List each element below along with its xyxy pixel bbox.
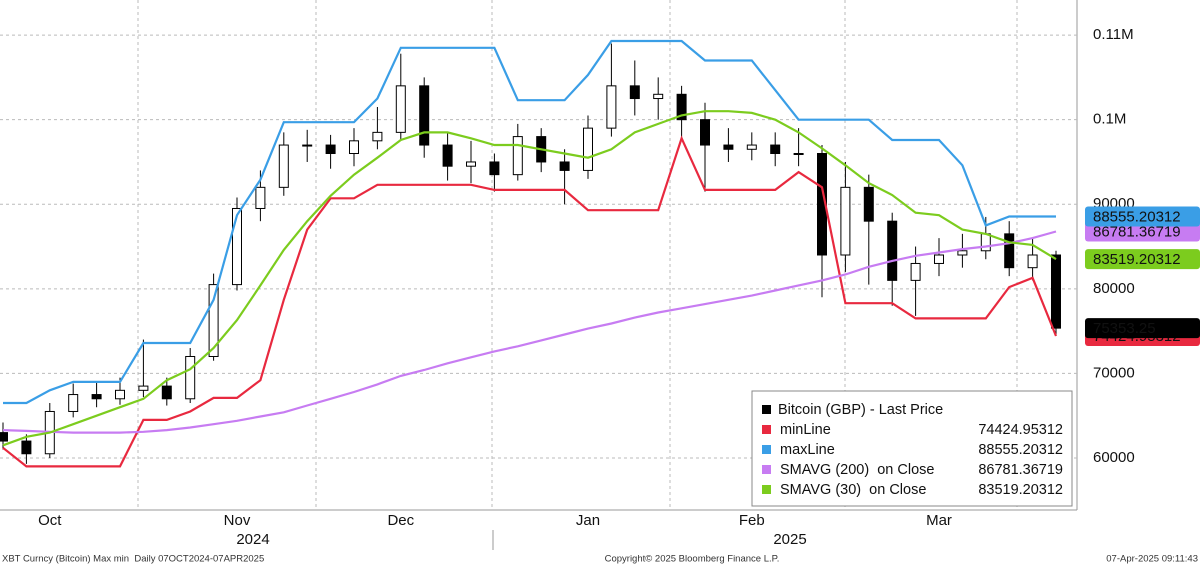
candle-body <box>676 93 687 121</box>
candle-body <box>278 144 289 188</box>
candle-body <box>115 389 125 400</box>
year-label: 2025 <box>773 531 806 548</box>
candle-body <box>980 233 991 252</box>
candle-body <box>700 119 710 146</box>
candle-body <box>302 144 313 147</box>
legend-label: SMAVG (200) on Close <box>780 462 934 478</box>
footer-center: Copyright© 2025 Bloomberg Finance L.P. <box>605 554 780 565</box>
value-tag <box>1085 221 1200 242</box>
value-tag-label: 75353.25 <box>1093 320 1156 337</box>
value-tag <box>1085 318 1200 339</box>
candle-body <box>442 144 453 167</box>
legend-value: 74424.95312 <box>978 422 1063 438</box>
value-tag <box>1085 249 1200 270</box>
legend: Bitcoin (GBP) - Last Price minLine 74424.9… <box>751 390 1073 507</box>
candle-body <box>208 284 219 357</box>
candle-body <box>372 131 383 142</box>
candle-body <box>770 144 781 155</box>
y-tick-label: 60000 <box>1093 449 1135 466</box>
legend-label: maxLine <box>780 442 835 458</box>
candle-body <box>466 161 476 167</box>
legend-swatch <box>762 465 771 474</box>
candle-body <box>1004 233 1015 269</box>
candle-body <box>1027 254 1038 269</box>
candle-body <box>887 220 898 281</box>
candle-body <box>138 385 149 391</box>
value-tag-label: 88555.20312 <box>1093 208 1181 225</box>
legend-swatch <box>762 425 771 434</box>
candle-body <box>863 186 874 222</box>
candle-body <box>255 186 266 209</box>
legend-label: minLine <box>780 422 831 438</box>
candle-body <box>512 136 523 176</box>
candle-body <box>910 262 921 281</box>
candle-body <box>0 432 8 442</box>
legend-swatch <box>762 405 771 414</box>
candle-body <box>793 153 804 156</box>
line-series <box>2 110 1057 447</box>
candle-body <box>1051 254 1061 329</box>
candle-body <box>395 85 406 133</box>
line-series <box>2 230 1057 434</box>
value-tag <box>1085 206 1200 227</box>
legend-label: SMAVG (30) on Close <box>780 482 926 498</box>
candle-body <box>161 385 172 400</box>
line-series <box>2 135 1058 468</box>
candle-body <box>489 161 500 176</box>
candle-body <box>68 394 79 412</box>
y-tick-label: 0.11M <box>1093 26 1134 43</box>
candle-body <box>723 144 734 150</box>
footer-right: 07-Apr-2025 09:11:43 <box>1106 554 1198 565</box>
legend-swatch <box>762 445 771 454</box>
candle-body <box>185 355 196 400</box>
x-tick-label: Nov <box>224 512 251 529</box>
year-label: 2024 <box>236 531 269 548</box>
legend-value: 86781.36719 <box>978 462 1063 478</box>
x-tick-label: Dec <box>387 512 414 529</box>
footer-left: XBT Curncy (Bitcoin) Max min Daily 07OCT… <box>2 554 264 565</box>
line-series <box>3 39 1056 405</box>
x-tick-label: Oct <box>38 512 62 529</box>
candle-body <box>653 93 664 100</box>
candle-body <box>91 394 102 400</box>
candle-body <box>232 207 242 286</box>
legend-swatch <box>762 485 771 494</box>
value-tag-label: 86781.36719 <box>1093 223 1181 240</box>
legend-value: 88555.20312 <box>978 442 1063 458</box>
candle-body <box>325 144 336 155</box>
legend-box <box>751 390 1073 507</box>
candle-body <box>746 144 757 150</box>
y-tick-label: 0.1M <box>1093 111 1126 128</box>
x-tick-label: Mar <box>926 512 952 529</box>
candle-body <box>559 161 570 171</box>
candle-body <box>629 85 640 100</box>
value-tag-label: 83519.20312 <box>1093 251 1181 268</box>
candle-body <box>606 85 617 129</box>
x-tick-label: Jan <box>576 512 600 529</box>
candle-body <box>583 127 593 171</box>
candle-body <box>419 85 430 146</box>
candle-body <box>934 254 944 264</box>
candle-body <box>21 440 32 455</box>
legend-label: Bitcoin (GBP) - Last Price <box>778 402 943 418</box>
x-tick-label: Feb <box>739 512 765 529</box>
y-tick-label: 80000 <box>1093 280 1135 297</box>
candle-body <box>349 140 359 155</box>
candle-body <box>840 186 851 256</box>
candle-body <box>957 250 968 256</box>
legend-value: 83519.20312 <box>978 482 1063 498</box>
y-tick-label: 70000 <box>1093 364 1135 381</box>
